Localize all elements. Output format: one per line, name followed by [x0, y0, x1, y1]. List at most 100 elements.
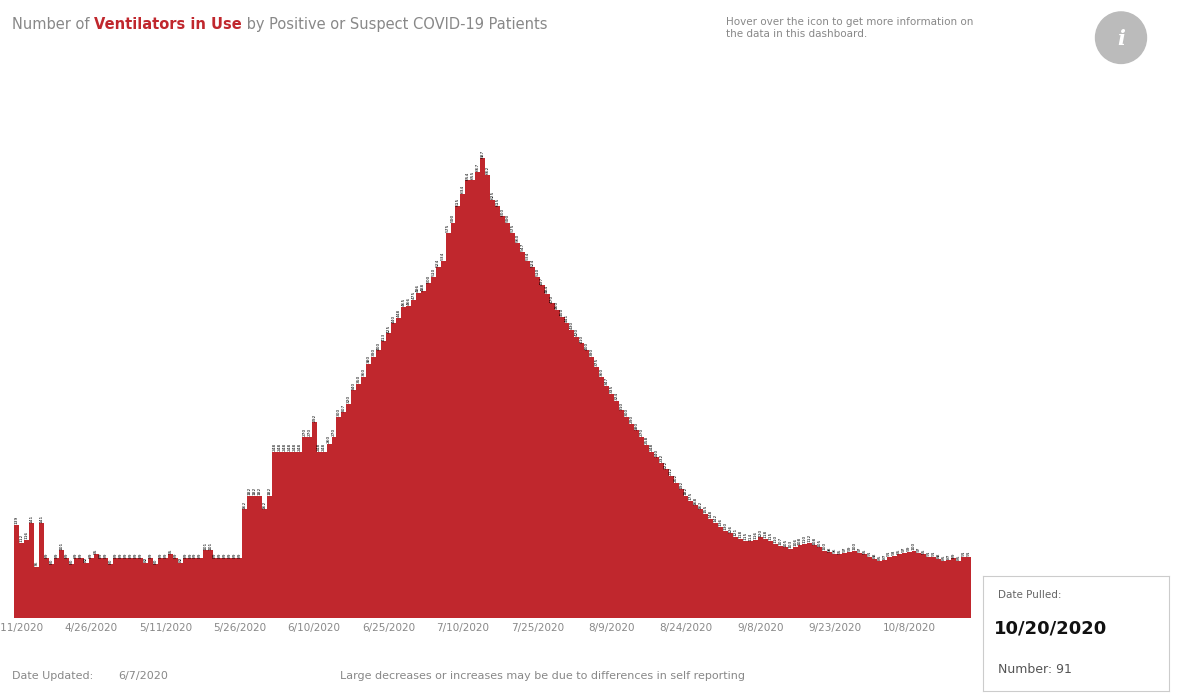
- Bar: [163, 558, 168, 618]
- Bar: [336, 417, 341, 618]
- Bar: [361, 377, 366, 618]
- Bar: [584, 350, 589, 618]
- Bar: [406, 306, 411, 618]
- Bar: [381, 341, 386, 618]
- Bar: [723, 530, 728, 618]
- Bar: [143, 563, 149, 618]
- Bar: [748, 542, 753, 618]
- Text: 448: 448: [396, 309, 400, 318]
- Text: 248: 248: [649, 443, 654, 451]
- Text: 139: 139: [15, 516, 19, 524]
- Text: 270: 270: [332, 428, 336, 436]
- Bar: [931, 557, 936, 618]
- Bar: [14, 525, 19, 618]
- Bar: [352, 390, 356, 618]
- Text: 400: 400: [376, 341, 381, 350]
- Text: 400: 400: [585, 341, 589, 350]
- Text: 95: 95: [169, 548, 172, 554]
- Bar: [719, 527, 723, 618]
- Bar: [376, 350, 381, 618]
- Text: 340: 340: [352, 381, 356, 389]
- Text: 97: 97: [902, 547, 906, 552]
- Bar: [575, 337, 579, 618]
- Bar: [297, 452, 302, 618]
- Text: 460: 460: [555, 301, 559, 309]
- Bar: [59, 550, 64, 618]
- Text: 121: 121: [734, 528, 738, 536]
- Bar: [480, 158, 485, 618]
- Bar: [951, 558, 956, 618]
- Text: 475: 475: [412, 291, 415, 299]
- Text: 390: 390: [372, 348, 375, 356]
- Text: 108: 108: [813, 537, 817, 545]
- Text: 100: 100: [822, 542, 827, 550]
- Bar: [173, 558, 178, 618]
- Bar: [843, 553, 847, 618]
- Bar: [559, 317, 564, 618]
- Text: i: i: [1117, 29, 1125, 49]
- Text: Date Pulled:: Date Pulled:: [998, 590, 1061, 600]
- Bar: [867, 557, 872, 618]
- Text: 655: 655: [471, 170, 474, 179]
- Bar: [638, 437, 644, 618]
- Text: 162: 162: [263, 500, 267, 509]
- Text: 470: 470: [550, 295, 555, 303]
- Text: 182: 182: [253, 487, 257, 496]
- Text: 89: 89: [129, 552, 133, 558]
- Bar: [79, 558, 84, 618]
- Text: 413: 413: [381, 332, 386, 341]
- Bar: [217, 558, 223, 618]
- Text: 89: 89: [214, 552, 217, 558]
- Text: 106: 106: [793, 538, 796, 546]
- Text: 575: 575: [446, 224, 450, 232]
- Bar: [832, 554, 837, 618]
- Text: 248: 248: [288, 443, 291, 451]
- Bar: [228, 558, 232, 618]
- Bar: [322, 452, 327, 618]
- Bar: [440, 260, 446, 618]
- Text: 89: 89: [164, 552, 168, 558]
- Text: Ventilators in Use: Ventilators in Use: [94, 17, 242, 32]
- Bar: [257, 496, 262, 618]
- Text: 97: 97: [917, 547, 920, 552]
- Text: 82: 82: [144, 557, 148, 562]
- Bar: [237, 558, 242, 618]
- Bar: [426, 283, 431, 618]
- Bar: [138, 558, 143, 618]
- Bar: [694, 505, 699, 618]
- Bar: [54, 558, 59, 618]
- Bar: [658, 463, 663, 618]
- Text: 82: 82: [84, 557, 88, 562]
- Bar: [644, 445, 649, 618]
- Bar: [118, 558, 124, 618]
- Bar: [510, 233, 514, 618]
- Text: 240: 240: [654, 448, 658, 456]
- Text: 99: 99: [907, 545, 911, 551]
- Text: 300: 300: [337, 408, 341, 417]
- Bar: [496, 207, 500, 618]
- Bar: [435, 267, 440, 618]
- Bar: [604, 385, 609, 618]
- Bar: [599, 377, 604, 618]
- Bar: [312, 422, 316, 618]
- Bar: [699, 510, 703, 618]
- Text: 524: 524: [530, 258, 535, 267]
- Text: 270: 270: [640, 428, 643, 436]
- Text: 182: 182: [684, 487, 688, 496]
- Bar: [545, 294, 550, 618]
- Bar: [99, 558, 104, 618]
- Bar: [570, 330, 575, 618]
- Text: 270: 270: [302, 428, 307, 436]
- Text: 162: 162: [243, 500, 247, 509]
- Bar: [688, 500, 694, 618]
- Bar: [525, 260, 530, 618]
- Bar: [762, 539, 768, 618]
- Bar: [149, 558, 153, 618]
- Bar: [649, 452, 654, 618]
- Text: 182: 182: [268, 487, 271, 496]
- Text: 105: 105: [784, 538, 787, 547]
- Bar: [579, 343, 584, 618]
- Bar: [460, 193, 465, 618]
- Bar: [153, 564, 158, 618]
- Bar: [366, 364, 372, 618]
